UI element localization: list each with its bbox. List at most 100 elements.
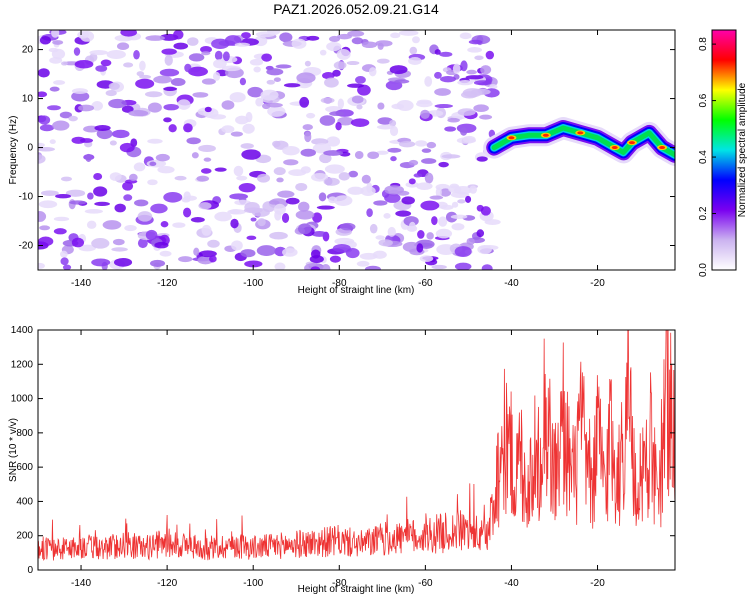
spectrogram-noise-cell — [52, 40, 64, 45]
spectrogram-noise-cell — [93, 186, 108, 197]
spectrogram-noise-cell — [53, 216, 70, 222]
snr-y-ticks: 0 200 400 600 800 1000 1200 1400 — [11, 325, 675, 576]
spectrogram-noise-cell — [241, 32, 251, 39]
spectrogram-noise-cell — [108, 82, 120, 90]
spectrogram-noise-cell — [183, 207, 192, 218]
spectrogram-noise-cell — [401, 196, 415, 205]
spectrogram-noise-cell — [147, 179, 158, 186]
spectrogram-noise-cell — [111, 129, 130, 139]
spectrogram-noise-cell — [441, 154, 461, 159]
spectrogram-noise-cell — [454, 246, 472, 258]
spectrogram-noise-cell — [183, 123, 193, 133]
spectrogram-noise-cell — [469, 185, 478, 194]
spectrogram-noise-cell — [94, 201, 110, 207]
spectrogram-noise-cell — [416, 100, 433, 108]
spectrogram-noise-cell — [473, 80, 492, 86]
spectrogram-noise-cell — [306, 112, 316, 119]
spectrogram-noise-cell — [134, 199, 149, 207]
spectrogram-noise-cell — [354, 150, 364, 159]
spectrogram-noise-cell — [377, 117, 393, 125]
snr-x-tick-label: -40 — [504, 578, 519, 589]
spectrogram-noise-cell — [256, 245, 277, 256]
spectrogram-noise-cell — [409, 46, 418, 55]
spectrogram-noise-cell — [356, 260, 370, 267]
spectrogram-noise-cell — [298, 201, 310, 212]
spectrogram-noise-cell — [65, 189, 86, 197]
spectrogram-noise-cell — [38, 115, 51, 125]
spectrogram-noise-cell — [408, 159, 419, 166]
spectrogram-noise-cell — [73, 47, 81, 56]
spectrogram-x-tick-label: -40 — [504, 278, 519, 289]
spectrogram-noise-cell — [273, 203, 286, 215]
spectrogram-noise-cell — [253, 66, 261, 73]
spectrogram-noise-cell — [438, 216, 448, 227]
spectrogram-noise-cell — [408, 178, 416, 185]
spectrogram-noise-cell — [424, 172, 434, 184]
spectrogram-noise-cell — [266, 68, 284, 76]
spectrogram-noise-cell — [122, 181, 134, 191]
spectrogram-noise-cell — [221, 125, 235, 134]
spectrogram-noise-cell — [164, 54, 173, 66]
spectrogram-noise-cell — [347, 83, 365, 88]
spectrogram-noise-cell — [62, 264, 72, 270]
spectrogram-noise-cell — [139, 60, 146, 71]
spectrogram-noise-cell — [95, 65, 108, 72]
spectrogram-noise-cell — [177, 99, 191, 110]
spectrogram-noise-cell — [481, 264, 493, 270]
spectrogram-noise-cell — [377, 42, 384, 50]
spectrogram-noise-cell — [91, 238, 110, 249]
spectrogram-noise-cell — [60, 176, 73, 182]
spectrogram-noise-cell — [356, 104, 363, 110]
spectrogram-noise-cell — [435, 228, 453, 239]
spectrogram-noise-cell — [326, 41, 342, 52]
spectrogram-noise-cell — [426, 141, 437, 149]
spectrogram-noise-cell — [394, 79, 410, 84]
spectrogram-noise-cell — [124, 225, 137, 232]
spectrogram-noise-cell — [335, 122, 342, 131]
snr-plot-area — [38, 330, 675, 570]
colorbar-label: Normalized spectral amplitude — [737, 82, 748, 217]
spectrogram-noise-cell — [168, 124, 177, 133]
spectrogram-noise-cell — [137, 238, 148, 249]
spectrogram-noise-cell — [145, 35, 165, 41]
spectrogram-noise-cell — [444, 126, 457, 132]
spectrogram-noise-cell — [38, 142, 45, 148]
spectrogram-noise-cell — [257, 173, 271, 183]
spectrogram-noise-cell — [447, 117, 460, 123]
spectrogram-noise-cell — [234, 42, 250, 47]
spectrogram-noise-cell — [405, 181, 419, 188]
spectrogram-noise-cell — [221, 100, 235, 110]
colorbar-tick-label: 0.0 — [698, 263, 709, 277]
spectrogram-noise-cell — [207, 239, 220, 248]
spectrogram-noise-cell — [38, 146, 55, 152]
snr-frame — [37, 329, 676, 571]
spectrogram-noise-cell — [55, 194, 72, 199]
spectrogram-noise-cell — [174, 175, 187, 181]
spectrogram-noise-cell — [196, 175, 210, 182]
spectrogram-noise-cell — [318, 192, 327, 202]
spectrogram-noise-cell — [420, 200, 440, 211]
spectrogram-noise-cell — [112, 238, 125, 246]
spectrogram-noise-cell — [451, 223, 465, 231]
spectrogram-noise-cell — [247, 86, 264, 98]
spectrogram-noise-cell — [123, 62, 134, 68]
spectrogram-noise-cell — [240, 143, 254, 149]
spectrogram-noise-cell — [38, 200, 58, 209]
spectrogram-noise-cell — [260, 89, 279, 101]
spectrogram-noise-cell — [79, 138, 94, 143]
spectrogram-noise-cell — [48, 47, 59, 53]
spectrogram-noise-cell — [188, 66, 208, 77]
spectrogram-noise-cell — [413, 173, 423, 178]
spectrogram-noise-cell — [415, 140, 428, 147]
spectrogram-noise-cell — [154, 241, 169, 249]
spectrogram-noise-cell — [147, 138, 163, 144]
colorbar-ticks: 0.0 0.2 0.4 0.6 0.8 — [698, 37, 716, 277]
spectrogram-noise-cell — [149, 259, 166, 267]
spectrogram-noise-cell — [420, 109, 430, 119]
spectrogram-noise-cell — [53, 80, 66, 85]
spectrogram-noise-cell — [60, 257, 69, 266]
spectrogram-noise-cell — [170, 78, 186, 86]
spectrogram-noise-cell — [84, 209, 103, 214]
spectrogram-noise-cell — [462, 135, 476, 143]
spectrogram-noise-cell — [193, 247, 200, 256]
